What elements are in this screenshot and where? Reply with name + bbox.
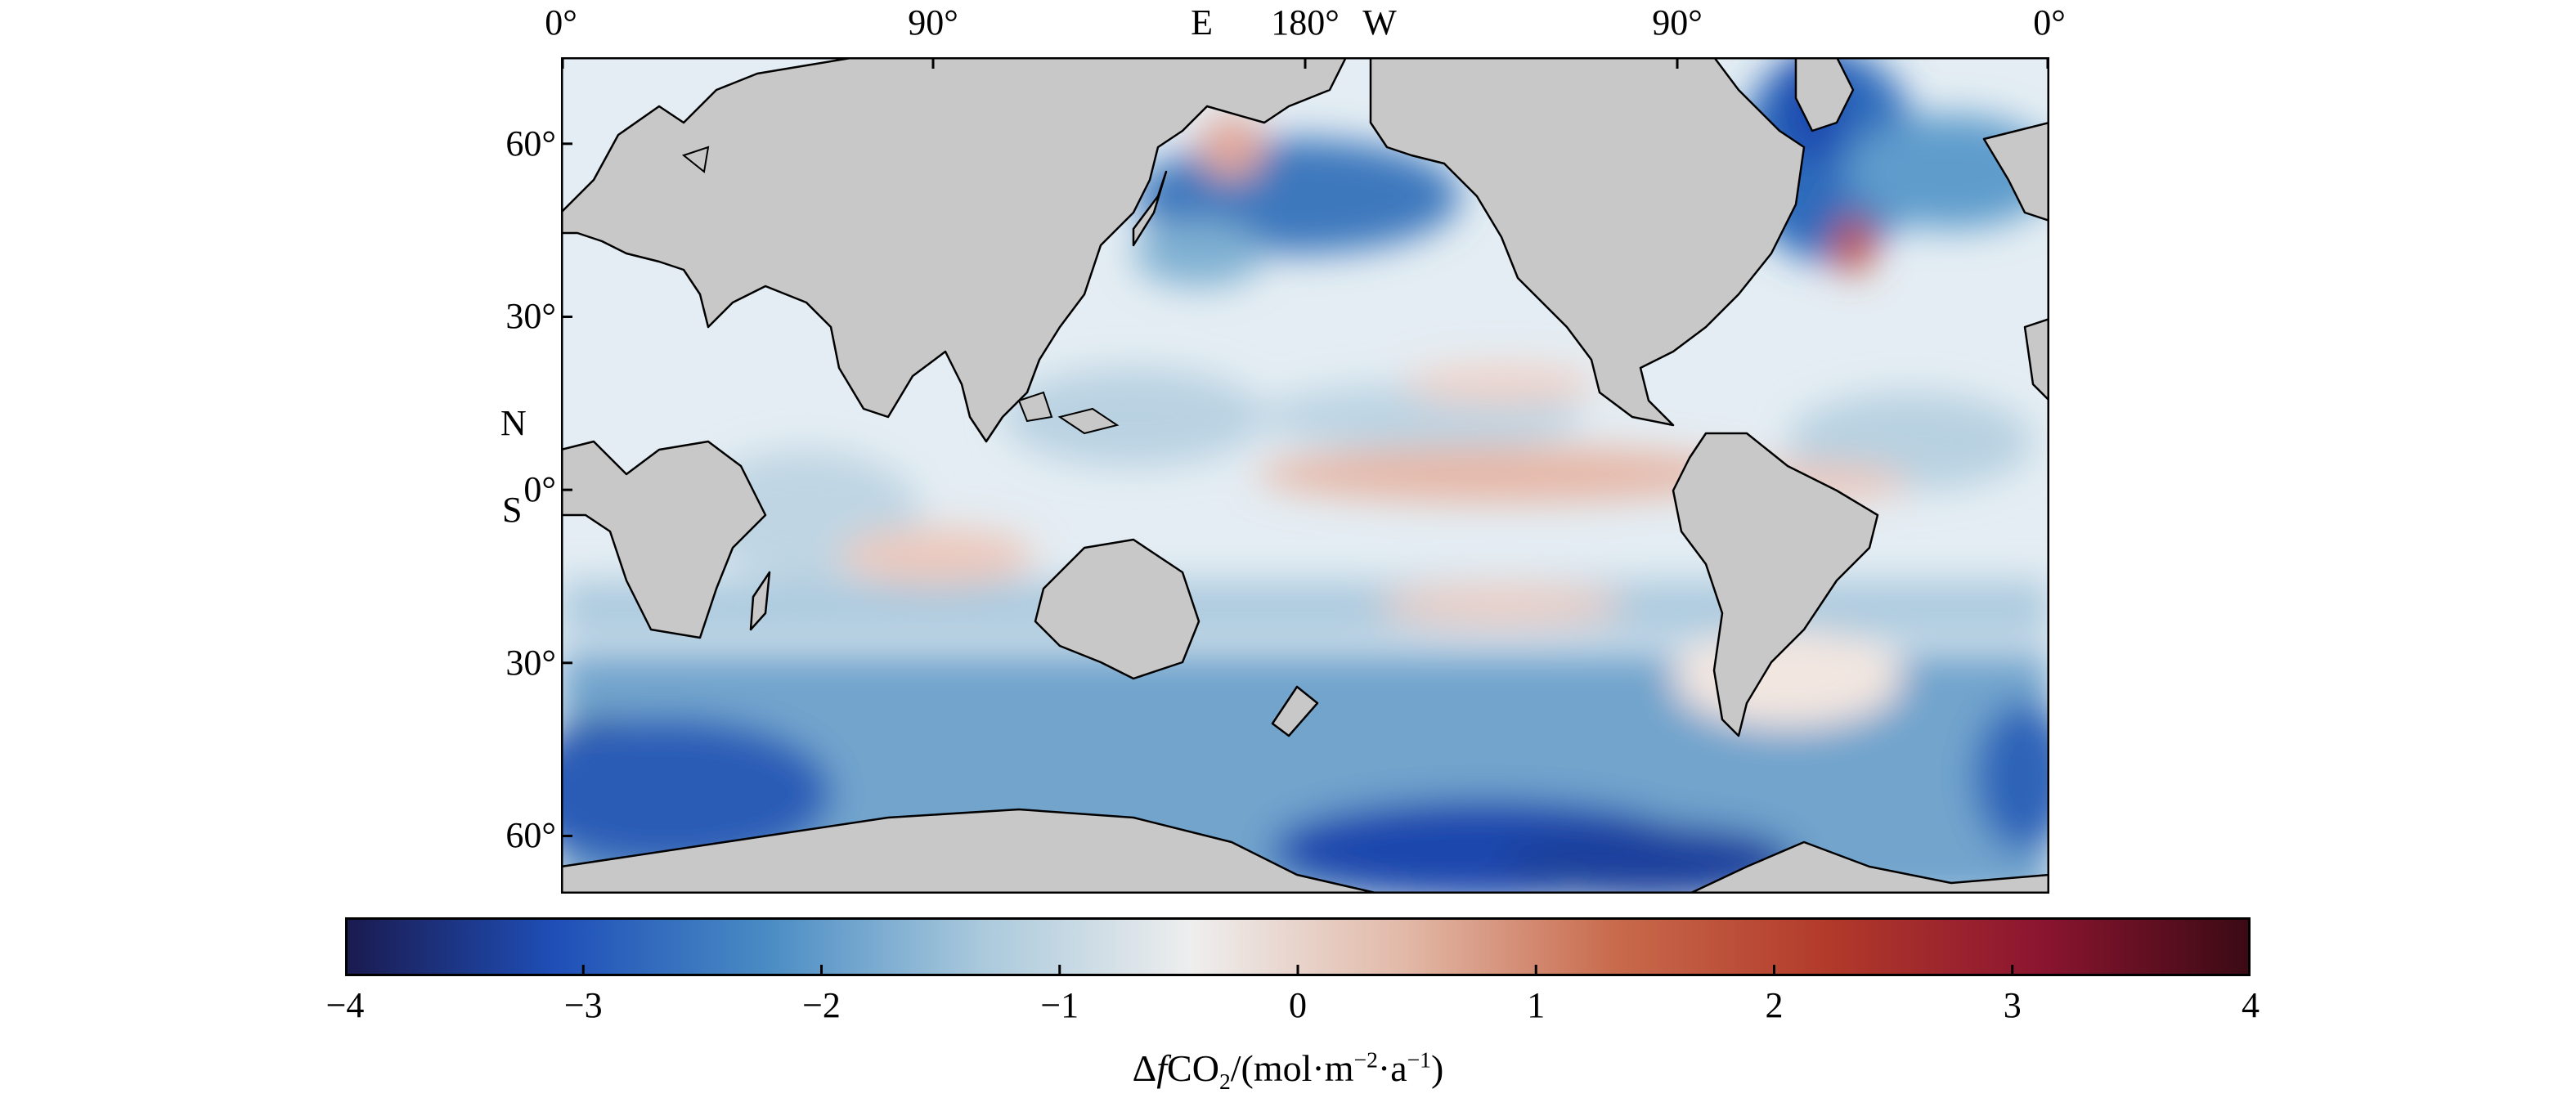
colorbar-tick-label: 3 — [2003, 985, 2022, 1025]
colorbar-tick-label: 0 — [1289, 985, 1307, 1025]
australia — [1034, 538, 1200, 680]
islands — [681, 146, 1120, 435]
top-tick-label: E — [1191, 2, 1214, 43]
left-tick-label: 30° — [505, 296, 556, 337]
colorbar-label: ΔfCO2/(mol·m−2·a−1) — [1132, 1046, 1444, 1095]
left-tick-label: 60° — [505, 123, 556, 164]
top-tick-label: 180° — [1271, 2, 1340, 43]
colorbar-tick-label: −2 — [802, 985, 841, 1025]
south-america — [1672, 432, 1879, 737]
eurasia — [561, 57, 1348, 443]
left-tick-label: 30° — [505, 642, 556, 683]
colorbar-tick-label: −1 — [1040, 985, 1079, 1025]
colorbar-tick-label: −4 — [325, 985, 365, 1025]
africa — [561, 440, 767, 639]
south-hemisphere-label: S — [502, 490, 523, 530]
colorbar-tick-label: 1 — [1527, 985, 1546, 1025]
world-map — [561, 57, 2049, 894]
top-tick-label: 90° — [1652, 2, 1703, 43]
colorbar-tick-label: −3 — [563, 985, 603, 1025]
land — [561, 57, 2049, 894]
top-tick-label: W — [1362, 2, 1397, 43]
north-hemisphere-label: N — [500, 403, 527, 443]
north-america — [1369, 57, 1806, 427]
left-tick-label: 0° — [523, 469, 556, 510]
left-tick-label: 60° — [505, 815, 556, 856]
top-tick-label: 0° — [2033, 2, 2066, 43]
top-tick-label: 90° — [908, 2, 958, 43]
top-tick-label: 0° — [545, 2, 577, 43]
colorbar-tick-label: 2 — [1765, 985, 1784, 1025]
colorbar — [345, 917, 2251, 976]
colorbar-tick-label: 4 — [2242, 985, 2260, 1025]
antarctica — [561, 808, 1380, 894]
